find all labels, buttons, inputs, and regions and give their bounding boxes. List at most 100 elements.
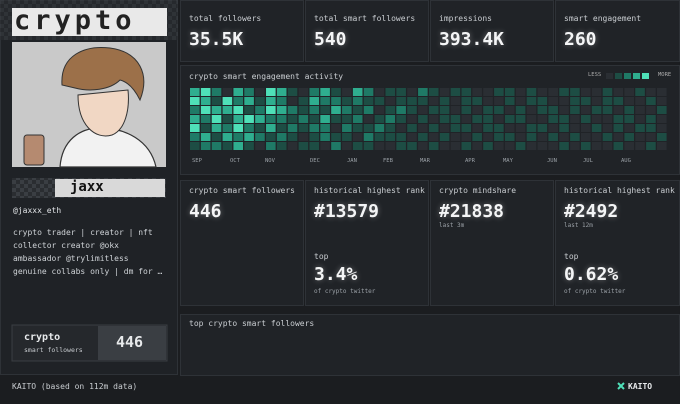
- activity-cell: [309, 106, 320, 114]
- activity-cell: [646, 142, 656, 150]
- activity-cell: [494, 88, 504, 96]
- activity-cell: [244, 115, 254, 123]
- activity-cell: [320, 97, 330, 105]
- activity-cell: [222, 88, 233, 96]
- activity-cell: [255, 97, 265, 105]
- activity-cell: [439, 97, 450, 105]
- activity-cell: [211, 115, 222, 123]
- activity-cell: [656, 106, 667, 114]
- activity-cell: [266, 133, 276, 141]
- activity-cell: [472, 88, 482, 96]
- activity-cell: [244, 106, 254, 114]
- stat-label: total followers: [189, 14, 262, 23]
- stat-panel: [430, 0, 554, 62]
- activity-cell: [515, 133, 526, 141]
- activity-cell: [298, 88, 309, 96]
- activity-cell: [266, 88, 276, 96]
- activity-cell: [309, 124, 320, 132]
- card-value: #2492: [564, 201, 619, 222]
- activity-cell: [461, 97, 472, 105]
- activity-cell: [602, 115, 613, 123]
- activity-cell: [287, 97, 298, 105]
- activity-cell: [342, 124, 352, 132]
- activity-cell: [461, 133, 472, 141]
- activity-cell: [439, 115, 450, 123]
- month-label: NOV: [265, 158, 276, 164]
- activity-cell: [331, 88, 341, 96]
- activity-cell: [526, 88, 537, 96]
- activity-cell: [309, 133, 320, 141]
- activity-cell: [233, 115, 244, 123]
- activity-cell: [591, 88, 602, 96]
- activity-cell: [570, 133, 580, 141]
- activity-cell: [396, 142, 406, 150]
- activity-cell: [515, 115, 526, 123]
- activity-cell: [515, 142, 526, 150]
- footer-source: KAITO (based on 112m data): [12, 382, 138, 391]
- activity-cell: [407, 133, 417, 141]
- activity-cell: [190, 88, 200, 96]
- activity-cell: [255, 115, 265, 123]
- activity-cell: [624, 106, 634, 114]
- activity-cell: [363, 142, 374, 150]
- activity-cell: [407, 106, 417, 114]
- activity-cell: [233, 142, 244, 150]
- activity-cell: [287, 142, 298, 150]
- activity-cell: [472, 142, 482, 150]
- logo-mark: [617, 382, 625, 390]
- activity-cell: [298, 115, 309, 123]
- activity-cell: [363, 115, 374, 123]
- activity-cell: [320, 124, 330, 132]
- activity-cell: [428, 133, 439, 141]
- month-label: JUL: [583, 158, 594, 164]
- month-label: OCT: [230, 158, 241, 164]
- activity-cell: [646, 115, 656, 123]
- activity-cell: [200, 142, 211, 150]
- activity-cell: [200, 97, 211, 105]
- activity-cell: [385, 97, 396, 105]
- activity-cell: [515, 124, 526, 132]
- activity-cell: [190, 124, 200, 132]
- activity-cell: [439, 106, 450, 114]
- activity-cell: [190, 142, 200, 150]
- activity-cell: [266, 124, 276, 132]
- activity-cell: [418, 115, 428, 123]
- activity-cell: [200, 124, 211, 132]
- activity-cell: [602, 106, 613, 114]
- activity-cell: [656, 124, 667, 132]
- activity-cell: [526, 124, 537, 132]
- activity-title: crypto smart engagement activity: [189, 72, 344, 81]
- activity-cell: [591, 133, 602, 141]
- stat-panel: [305, 0, 429, 62]
- stat-value: 540: [314, 29, 347, 50]
- activity-cell: [287, 133, 298, 141]
- activity-cell: [287, 124, 298, 132]
- activity-cell: [439, 124, 450, 132]
- activity-cell: [190, 106, 200, 114]
- activity-cell: [428, 88, 439, 96]
- activity-cell: [602, 97, 613, 105]
- activity-cell: [418, 133, 428, 141]
- activity-cell: [428, 142, 439, 150]
- activity-cell: [483, 88, 493, 96]
- activity-cell: [624, 88, 634, 96]
- activity-cell: [548, 97, 558, 105]
- activity-cell: [211, 142, 222, 150]
- top-label: top: [314, 252, 329, 261]
- activity-cell: [222, 124, 233, 132]
- bio: crypto trader | creator | nft collector c…: [13, 226, 162, 278]
- activity-cell: [233, 106, 244, 114]
- activity-cell: [244, 97, 254, 105]
- activity-cell: [570, 88, 580, 96]
- card-label: crypto smart followers: [189, 186, 295, 195]
- activity-cell: [352, 133, 363, 141]
- activity-cell: [222, 133, 233, 141]
- activity-cell: [374, 133, 385, 141]
- activity-cell: [363, 133, 374, 141]
- activity-cell: [570, 124, 580, 132]
- activity-cell: [276, 124, 287, 132]
- activity-cell: [656, 115, 667, 123]
- profile-art: [0, 0, 178, 362]
- activity-cell: [635, 124, 645, 132]
- activity-cell: [298, 97, 309, 105]
